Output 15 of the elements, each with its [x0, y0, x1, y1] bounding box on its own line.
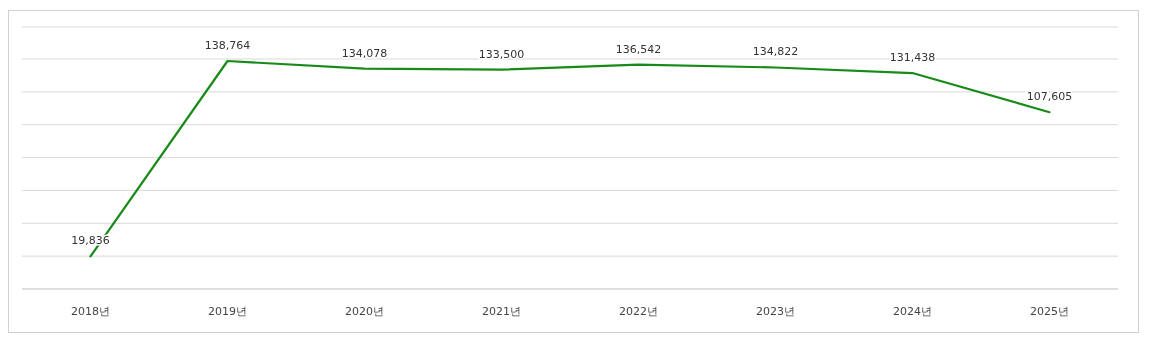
x-tick-label: 2023년: [756, 305, 795, 318]
data-label: 107,605: [1026, 90, 1073, 104]
data-label: 134,822: [752, 45, 799, 59]
x-tick-label: 2021년: [482, 305, 521, 318]
data-label: 136,542: [615, 42, 662, 56]
data-label: 134,078: [341, 46, 388, 60]
x-tick-label: 2025년: [1030, 305, 1069, 318]
x-tick-label: 2018년: [71, 305, 110, 318]
data-label: 131,438: [889, 51, 936, 65]
x-tick-label: 2019년: [208, 305, 247, 318]
x-tick-label: 2022년: [619, 305, 658, 318]
data-label: 133,500: [478, 47, 525, 61]
data-label: 138,764: [204, 39, 251, 52]
x-tick-label: 2024년: [893, 305, 932, 318]
x-tick-label: 2020년: [345, 305, 384, 318]
